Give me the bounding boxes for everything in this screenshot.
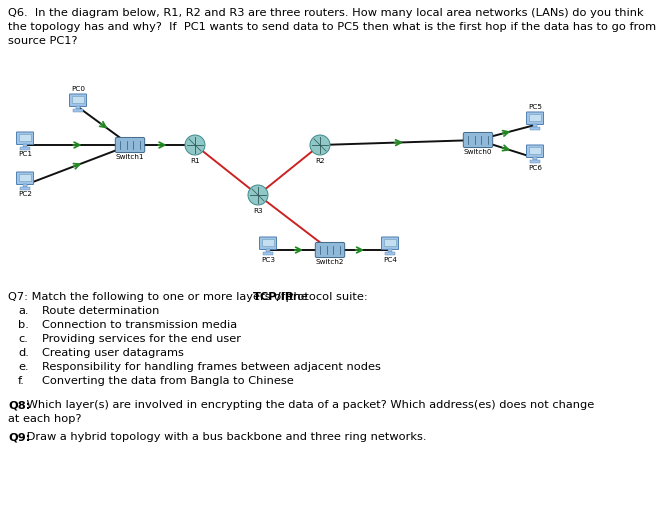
Text: Q7: Match the following to one or more layers of the: Q7: Match the following to one or more l…: [8, 292, 311, 302]
Bar: [20, 147, 30, 150]
Text: Converting the data from Bangla to Chinese: Converting the data from Bangla to Chine…: [42, 376, 294, 386]
Text: source PC1?: source PC1?: [8, 36, 77, 46]
Text: e.: e.: [18, 362, 29, 372]
Bar: [23, 144, 27, 147]
Text: Q9:: Q9:: [8, 432, 30, 442]
Circle shape: [248, 185, 268, 205]
FancyBboxPatch shape: [116, 137, 145, 153]
Text: TCP/IP: TCP/IP: [253, 292, 294, 302]
Text: PC1: PC1: [18, 152, 32, 158]
Text: c.: c.: [18, 334, 28, 344]
Circle shape: [185, 135, 205, 155]
Text: Switch1: Switch1: [116, 154, 144, 160]
Text: d.: d.: [18, 348, 29, 358]
Bar: [263, 239, 274, 246]
Text: R2: R2: [315, 158, 325, 164]
Bar: [384, 239, 395, 246]
Bar: [533, 157, 537, 160]
Bar: [530, 127, 540, 130]
Text: PC2: PC2: [18, 191, 32, 198]
Text: PC4: PC4: [383, 257, 397, 263]
Text: Switch2: Switch2: [316, 259, 344, 265]
Text: Q6.  In the diagram below, R1, R2 and R3 are three routers. How many local area : Q6. In the diagram below, R1, R2 and R3 …: [8, 8, 644, 18]
Text: Switch0: Switch0: [464, 149, 492, 155]
Bar: [266, 249, 270, 252]
Text: PC0: PC0: [71, 87, 85, 93]
FancyBboxPatch shape: [17, 172, 33, 184]
Bar: [388, 249, 392, 252]
Text: at each hop?: at each hop?: [8, 414, 81, 424]
Text: Connection to transmission media: Connection to transmission media: [42, 320, 237, 330]
Bar: [72, 96, 84, 103]
Text: a.: a.: [18, 306, 29, 316]
Bar: [530, 160, 540, 162]
Bar: [20, 187, 30, 189]
Text: Which layer(s) are involved in encrypting the data of a packet? Which address(es: Which layer(s) are involved in encryptin…: [23, 400, 594, 410]
Text: Providing services for the end user: Providing services for the end user: [42, 334, 241, 344]
Bar: [19, 134, 31, 141]
Text: Responsibility for handling frames between adjacent nodes: Responsibility for handling frames betwe…: [42, 362, 381, 372]
Text: the topology has and why?  If  PC1 wants to send data to PC5 then what is the fi: the topology has and why? If PC1 wants t…: [8, 22, 656, 32]
FancyBboxPatch shape: [69, 94, 86, 106]
Text: Creating user datagrams: Creating user datagrams: [42, 348, 184, 358]
Bar: [529, 147, 541, 154]
Text: Route determination: Route determination: [42, 306, 160, 316]
Text: Q8:: Q8:: [8, 400, 30, 410]
Circle shape: [310, 135, 330, 155]
Text: PC6: PC6: [528, 164, 542, 170]
FancyBboxPatch shape: [17, 132, 33, 144]
Bar: [19, 174, 31, 181]
Text: protocol suite:: protocol suite:: [282, 292, 367, 302]
FancyBboxPatch shape: [526, 145, 544, 158]
Text: b.: b.: [18, 320, 29, 330]
Bar: [533, 124, 537, 127]
FancyBboxPatch shape: [381, 237, 399, 249]
Text: PC3: PC3: [261, 257, 275, 263]
Text: f.: f.: [18, 376, 25, 386]
Bar: [529, 114, 541, 121]
FancyBboxPatch shape: [315, 243, 345, 258]
FancyBboxPatch shape: [526, 112, 544, 124]
Text: Draw a hybrid topology with a bus backbone and three ring networks.: Draw a hybrid topology with a bus backbo…: [23, 432, 426, 442]
Text: R3: R3: [253, 208, 263, 214]
FancyBboxPatch shape: [464, 133, 493, 147]
Bar: [23, 184, 27, 187]
Bar: [263, 252, 273, 254]
FancyBboxPatch shape: [259, 237, 277, 249]
Bar: [73, 109, 83, 112]
Bar: [385, 252, 395, 254]
Bar: [76, 106, 80, 109]
Text: PC5: PC5: [528, 104, 542, 111]
Text: R1: R1: [190, 158, 200, 164]
